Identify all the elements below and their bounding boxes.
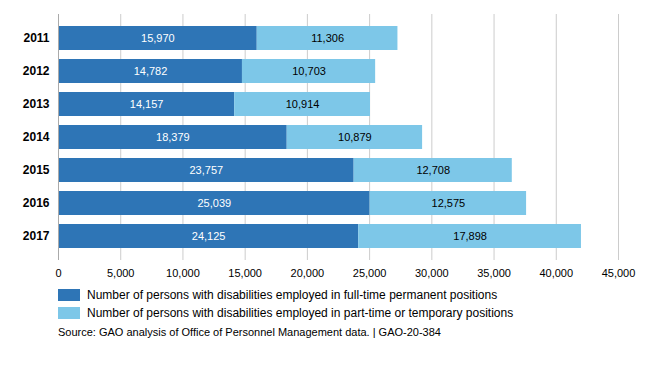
svg-text:12,575: 12,575 bbox=[432, 197, 466, 209]
svg-text:10,879: 10,879 bbox=[338, 131, 372, 143]
svg-text:15,970: 15,970 bbox=[141, 32, 175, 44]
svg-text:14,157: 14,157 bbox=[130, 98, 164, 110]
svg-text:2015: 2015 bbox=[23, 163, 50, 177]
svg-text:5,000: 5,000 bbox=[107, 267, 135, 279]
svg-text:15,000: 15,000 bbox=[228, 267, 262, 279]
svg-text:14,782: 14,782 bbox=[134, 65, 168, 77]
svg-text:45,000: 45,000 bbox=[602, 267, 636, 279]
svg-text:20,000: 20,000 bbox=[291, 267, 325, 279]
svg-text:11,306: 11,306 bbox=[311, 32, 344, 44]
svg-text:0: 0 bbox=[55, 267, 61, 279]
svg-text:25,039: 25,039 bbox=[197, 197, 231, 209]
svg-text:2014: 2014 bbox=[23, 130, 50, 144]
svg-text:2011: 2011 bbox=[23, 31, 49, 45]
svg-text:2012: 2012 bbox=[23, 64, 50, 78]
svg-text:10,914: 10,914 bbox=[286, 98, 320, 110]
svg-text:30,000: 30,000 bbox=[415, 267, 449, 279]
svg-text:35,000: 35,000 bbox=[477, 267, 511, 279]
svg-text:10,000: 10,000 bbox=[166, 267, 200, 279]
svg-text:40,000: 40,000 bbox=[539, 267, 573, 279]
svg-text:18,379: 18,379 bbox=[156, 131, 190, 143]
svg-text:2016: 2016 bbox=[23, 196, 50, 210]
svg-text:17,898: 17,898 bbox=[453, 230, 487, 242]
html-text:Number of persons with disabil: Number of persons with disabilities empl… bbox=[87, 288, 498, 302]
svg-text:25,000: 25,000 bbox=[353, 267, 387, 279]
svg-text:12,708: 12,708 bbox=[416, 164, 450, 176]
html-text:Number of persons with disabil: Number of persons with disabilities empl… bbox=[87, 306, 514, 320]
svg-text:2013: 2013 bbox=[23, 97, 50, 111]
svg-text:10,703: 10,703 bbox=[292, 65, 326, 77]
html-text:Source: GAO analysis of Office: Source: GAO analysis of Office of Person… bbox=[58, 326, 441, 338]
svg-text:2017: 2017 bbox=[23, 229, 50, 243]
svg-text:24,125: 24,125 bbox=[192, 230, 226, 242]
svg-text:23,757: 23,757 bbox=[189, 164, 223, 176]
